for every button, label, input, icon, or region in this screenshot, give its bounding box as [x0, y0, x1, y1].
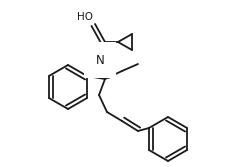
Text: N: N	[95, 53, 104, 66]
Text: HO: HO	[77, 12, 93, 22]
